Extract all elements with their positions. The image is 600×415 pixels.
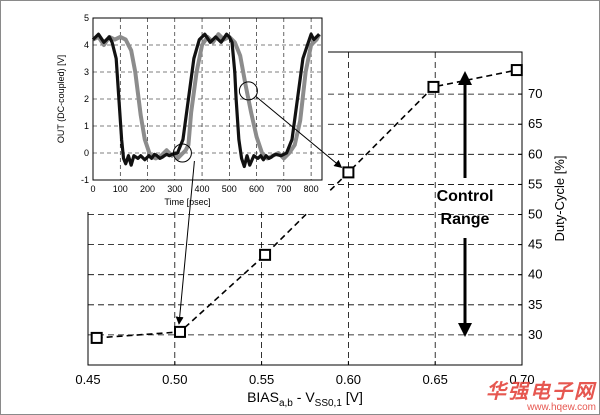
duty-cycle-marker xyxy=(510,64,523,77)
watermark-url: www.hqew.com xyxy=(527,402,596,413)
main-y-tick-label: 35 xyxy=(528,297,542,312)
inset-x-tick-label: 100 xyxy=(113,184,128,194)
inset-x-tick-label: 700 xyxy=(276,184,291,194)
main-y-tick-label: 60 xyxy=(528,146,542,161)
inset-y-axis-label: OUT (DC-coupled) [V] xyxy=(56,55,66,143)
pointer-arrow-to-57pct xyxy=(256,96,343,169)
highlight-circle-low xyxy=(172,143,192,163)
main-y-tick-label: 40 xyxy=(528,267,542,282)
control-range-label-line2: Range xyxy=(441,211,490,228)
main-x-tick-label: 0.60 xyxy=(336,372,361,387)
duty-cycle-line xyxy=(96,69,517,339)
inset-x-tick-label: 500 xyxy=(222,184,237,194)
x-label-subscript: SS0,1 xyxy=(315,398,343,409)
duty-cycle-marker xyxy=(174,325,187,338)
main-y-tick-label: 50 xyxy=(528,207,542,222)
main-y-tick-label: 70 xyxy=(528,86,542,101)
watermark: 华强电子网 www.hqew.com xyxy=(486,375,596,413)
inset-y-tick-label: 2 xyxy=(84,94,89,104)
x-label-part: [V] xyxy=(342,389,363,405)
inset-y-tick-label: 4 xyxy=(84,40,89,50)
inset-y-tick-label: 1 xyxy=(84,121,89,131)
highlight-circle-high xyxy=(238,81,258,101)
duty-cycle-marker xyxy=(342,166,355,179)
inset-y-tick-label: -1 xyxy=(81,175,89,185)
inset-x-tick-label: 300 xyxy=(167,184,182,194)
inset-x-tick-label: 0 xyxy=(90,184,95,194)
inset-x-tick-label: 800 xyxy=(304,184,319,194)
control-range-label-line1: Control xyxy=(437,188,494,205)
waveform-black xyxy=(91,32,321,169)
main-y-tick-label: 30 xyxy=(528,327,542,342)
main-x-tick-label: 0.45 xyxy=(75,372,100,387)
inset-y-tick-label: 5 xyxy=(84,13,89,23)
duty-cycle-marker xyxy=(259,248,272,261)
inset-y-tick-label: 3 xyxy=(84,67,89,77)
main-y-tick-label: 45 xyxy=(528,237,542,252)
inset-x-axis-label: Time [psec] xyxy=(164,197,210,207)
duty-cycle-marker xyxy=(427,80,440,93)
inset-x-tick-label: 200 xyxy=(140,184,155,194)
main-y-axis-label: Duty-Cycle [%] xyxy=(552,156,567,242)
inset-x-tick-label: 400 xyxy=(195,184,210,194)
x-label-subscript: a,b xyxy=(279,398,293,409)
watermark-logo-text: 华强电子网 xyxy=(486,379,596,403)
pointer-arrow-to-30pct xyxy=(175,160,195,325)
inset-y-tick-label: 0 xyxy=(84,148,89,158)
main-x-axis-label: BIASa,b - VSS0,1 [V] xyxy=(247,389,363,409)
main-y-tick-label: 55 xyxy=(528,176,542,191)
inset-x-tick-label: 600 xyxy=(249,184,264,194)
main-x-tick-label: 0.65 xyxy=(423,372,448,387)
x-label-part: BIAS xyxy=(247,389,279,405)
main-y-tick-label: 65 xyxy=(528,116,542,131)
main-x-tick-label: 0.55 xyxy=(249,372,274,387)
main-x-tick-label: 0.50 xyxy=(162,372,187,387)
x-label-part: - V xyxy=(293,389,315,405)
duty-cycle-marker xyxy=(90,331,103,344)
main-x-tick-label: 0.70 xyxy=(509,372,534,387)
